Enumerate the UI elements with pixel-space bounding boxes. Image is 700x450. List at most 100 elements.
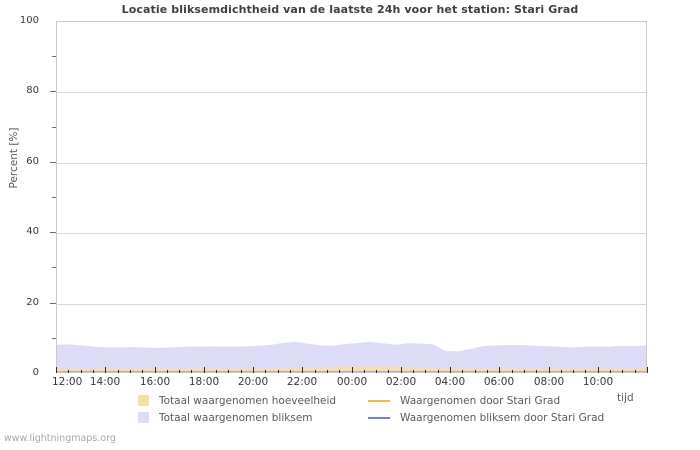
x-tick-minor (561, 370, 562, 373)
x-tick-minor (376, 370, 377, 373)
legend-label: Totaal waargenomen hoeveelheid (159, 394, 337, 407)
legend-label: Waargenomen door Stari Grad (400, 394, 561, 407)
x-tick-minor (315, 370, 316, 373)
legend-swatch-line (368, 416, 390, 419)
x-tick-major (155, 367, 156, 373)
x-tick-minor (81, 370, 82, 373)
y-tick-minor (52, 338, 56, 339)
watermark: www.lightningmaps.org (4, 433, 116, 444)
x-tick-minor (438, 370, 439, 373)
legend-row: Totaal waargenomen hoeveelheid Waargenome… (138, 392, 608, 409)
x-tick-minor (475, 370, 476, 373)
x-tick-minor (635, 370, 636, 373)
legend-swatch-line-icon (368, 412, 390, 423)
y-tick-label: 40 (26, 226, 39, 238)
gridline (57, 233, 646, 234)
x-tick-major (549, 367, 550, 373)
x-tick-minor (278, 370, 279, 373)
x-tick-minor (573, 370, 574, 373)
x-tick-minor (413, 370, 414, 373)
x-tick-minor (179, 370, 180, 373)
x-tick-minor (364, 370, 365, 373)
y-tick-label: 80 (26, 85, 39, 97)
y-tick-major (50, 162, 56, 163)
x-tick-label: 12:00 (52, 376, 83, 388)
x-tick-minor (130, 370, 131, 373)
y-tick-minor (52, 197, 56, 198)
x-tick-label: 08:00 (533, 376, 565, 388)
legend-entry: Waargenomen door Stari Grad (368, 395, 608, 407)
x-tick-label: 10:00 (582, 376, 614, 388)
y-tick-minor (52, 127, 56, 128)
gridline (57, 92, 646, 93)
x-tick-major (598, 367, 599, 373)
x-tick-minor (524, 370, 525, 373)
legend-entry: Totaal waargenomen bliksem (138, 412, 368, 424)
x-tick-label: 02:00 (385, 376, 417, 388)
x-tick-label: 14:00 (89, 376, 121, 388)
y-tick-label: 20 (26, 296, 39, 308)
x-tick-major (105, 367, 106, 373)
x-tick-minor (622, 370, 623, 373)
x-tick-minor (585, 370, 586, 373)
legend-swatch-line-icon (368, 395, 390, 406)
x-tick-label: 22:00 (286, 376, 318, 388)
x-tick-minor (167, 370, 168, 373)
legend-label: Totaal waargenomen bliksem (159, 411, 313, 424)
x-tick-minor (290, 370, 291, 373)
y-tick-minor (52, 267, 56, 268)
y-tick-label: 0 (32, 367, 39, 378)
y-tick-major (50, 303, 56, 304)
x-tick-minor (425, 370, 426, 373)
y-tick-label: 60 (26, 155, 39, 167)
x-tick-label: 20:00 (237, 376, 269, 388)
y-tick-label: 100 (19, 15, 39, 26)
y-tick-major (50, 91, 56, 92)
gridline (57, 163, 646, 164)
y-tick-major (50, 232, 56, 233)
x-tick-minor (265, 370, 266, 373)
y-tick-minor (52, 56, 56, 57)
x-tick-minor (487, 370, 488, 373)
x-tick-minor (512, 370, 513, 373)
x-axis-label: tijd (617, 392, 634, 404)
legend-label: Waargenomen bliksem door Stari Grad (400, 411, 605, 424)
gridline (57, 304, 646, 305)
x-tick-major (253, 367, 254, 373)
page-title: Locatie bliksemdichtheid van de laatste … (121, 3, 579, 16)
x-tick-major (352, 367, 353, 373)
x-tick-minor (142, 370, 143, 373)
x-tick-minor (191, 370, 192, 373)
x-tick-minor (228, 370, 229, 373)
series-area (57, 341, 646, 372)
x-tick-major (499, 367, 500, 373)
x-tick-minor (536, 370, 537, 373)
x-tick-label: 18:00 (188, 376, 220, 388)
x-tick-label: 04:00 (434, 376, 466, 388)
x-tick-label: 00:00 (336, 376, 368, 388)
plot-area (56, 21, 647, 373)
x-tick-label: 06:00 (483, 376, 515, 388)
x-tick-label: 16:00 (139, 376, 171, 388)
legend-swatch-box-icon (138, 412, 149, 423)
series-plot (57, 341, 646, 372)
x-tick-minor (93, 370, 94, 373)
x-tick-minor (118, 370, 119, 373)
x-tick-major (56, 367, 57, 373)
x-tick-minor (388, 370, 389, 373)
x-tick-minor (462, 370, 463, 373)
x-tick-major (647, 367, 648, 373)
x-tick-minor (327, 370, 328, 373)
legend-swatch-line (368, 399, 390, 402)
chart-legend: Totaal waargenomen hoeveelheid Waargenome… (138, 392, 608, 426)
x-tick-major (401, 367, 402, 373)
x-tick-minor (216, 370, 217, 373)
legend-row: Totaal waargenomen bliksem Waargenomen bl… (138, 409, 608, 426)
x-tick-minor (241, 370, 242, 373)
x-tick-major (204, 367, 205, 373)
x-tick-minor (339, 370, 340, 373)
legend-swatch-box-icon (138, 395, 149, 406)
legend-entry: Totaal waargenomen hoeveelheid (138, 395, 368, 407)
x-tick-major (302, 367, 303, 373)
x-tick-major (450, 367, 451, 373)
